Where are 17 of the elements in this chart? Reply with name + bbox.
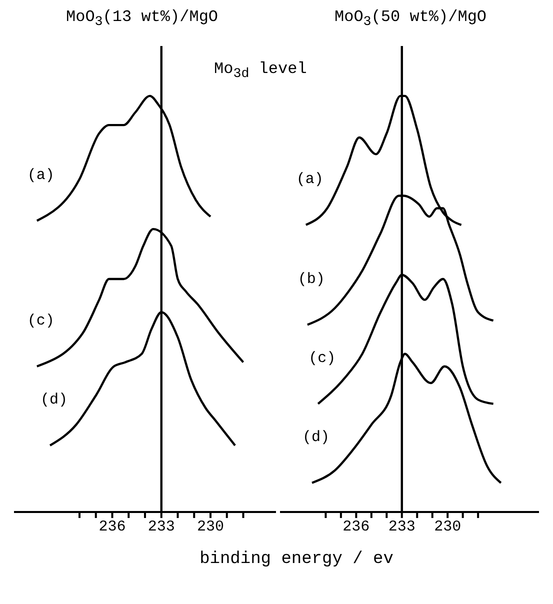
series-label: (c): [308, 350, 336, 367]
series-label: (c): [27, 312, 54, 330]
text: Mo$_{3d}$ level: [214, 60, 307, 82]
series-label: (d): [302, 428, 330, 446]
series-label: (a): [27, 166, 54, 184]
x-tick-label: 230: [434, 518, 462, 536]
series-label: (d): [40, 391, 68, 408]
series-label: (a): [296, 170, 324, 188]
series-label: (b): [298, 270, 325, 288]
x-tick-label: 236: [98, 518, 126, 536]
x-axis-title: binding energy / ev: [198, 550, 394, 569]
x-tick-label: 233: [388, 518, 416, 536]
chart-title: MoO$_{3}$(13 wt%)/MgO: [64, 8, 220, 32]
chart-title: MoO$_{3}$(50 wt%)/MgO: [333, 8, 488, 32]
x-tick-label: 233: [148, 518, 175, 536]
x-tick-label: 236: [342, 518, 370, 536]
x-tick-label: 230: [196, 518, 224, 536]
